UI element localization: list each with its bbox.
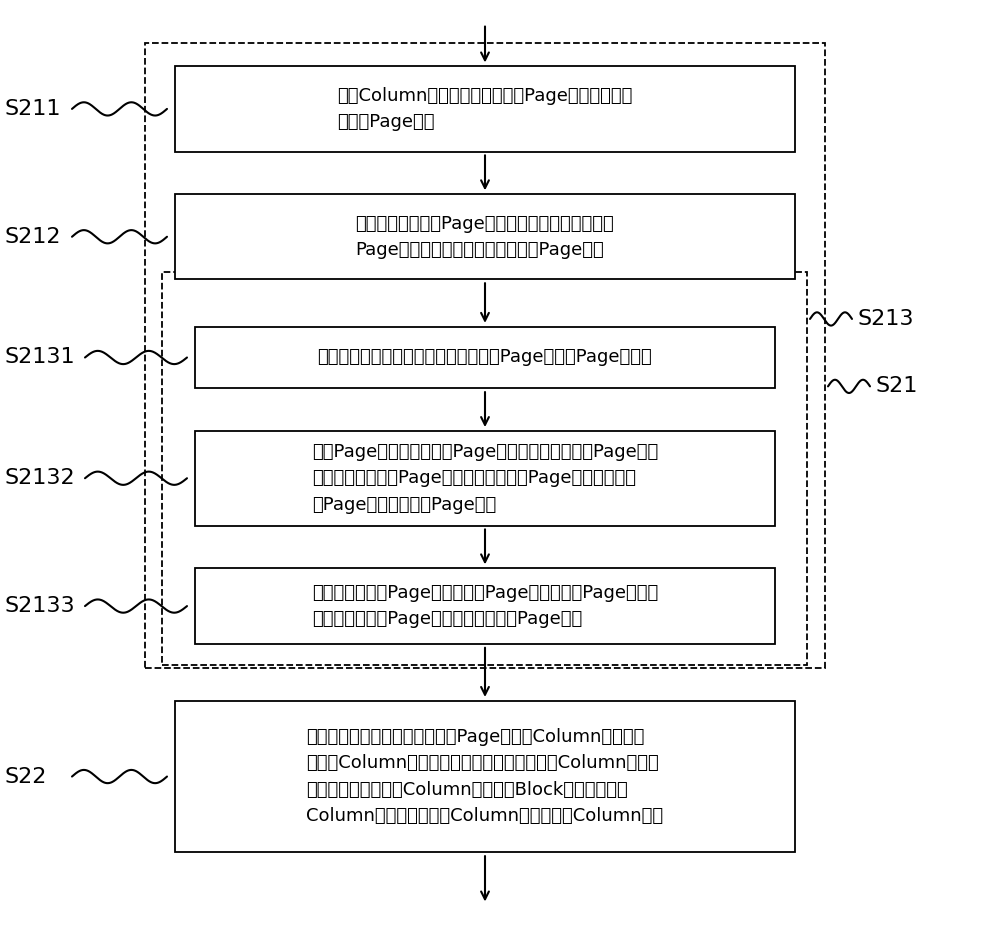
Text: 按照坏页干扰排除策略，基于坏Page总集从Column总集中获
取待测Column子集，按照坏列判断策略，基于Column错误阈
值依次分析各个待测Column: 按照坏页干扰排除策略，基于坏Page总集从Column总集中获 取待测Colum… xyxy=(306,728,664,825)
Text: 按照指令纠错策略，依次获取各个待测Page子集的Page错误值: 按照指令纠错策略，依次获取各个待测Page子集的Page错误值 xyxy=(318,348,652,366)
Text: S2133: S2133 xyxy=(5,596,76,616)
Text: S2131: S2131 xyxy=(5,348,76,367)
Bar xyxy=(175,701,795,852)
Text: 依次获取各个干扰Page子集在与其对应的各个原始
Page子集中的补集，生成各个待测Page子集: 依次获取各个干扰Page子集在与其对应的各个原始 Page子集中的补集，生成各个… xyxy=(356,215,614,259)
Bar xyxy=(195,568,775,644)
Text: 基于对应于失效Page子集的原始Page子集获取坏Page元素，
获取包含所有坏Page元素的集合作为坏Page总集: 基于对应于失效Page子集的原始Page子集获取坏Page元素， 获取包含所有坏… xyxy=(312,584,658,628)
Text: S212: S212 xyxy=(5,226,62,247)
Bar xyxy=(145,43,825,668)
Text: 将坏Column总集映射于各个原始Page子集，获取各
个干扰Page子集: 将坏Column总集映射于各个原始Page子集，获取各 个干扰Page子集 xyxy=(337,87,633,131)
Bar xyxy=(175,66,795,152)
Bar xyxy=(162,272,807,665)
Text: S213: S213 xyxy=(857,309,914,329)
Bar xyxy=(195,327,775,388)
Bar xyxy=(195,431,775,526)
Text: S22: S22 xyxy=(5,766,47,787)
Text: S211: S211 xyxy=(5,98,62,119)
Text: S21: S21 xyxy=(875,376,917,397)
Text: 基于Page错误阈值和各个Page错误值，依次按照坏Page筛选
策略，从各个待测Page子集中选取不满足Page有效条件的待
测Page子集作为失效Page子: 基于Page错误阈值和各个Page错误值，依次按照坏Page筛选 策略，从各个待… xyxy=(312,443,658,513)
Bar xyxy=(175,194,795,279)
Text: S2132: S2132 xyxy=(5,468,76,489)
